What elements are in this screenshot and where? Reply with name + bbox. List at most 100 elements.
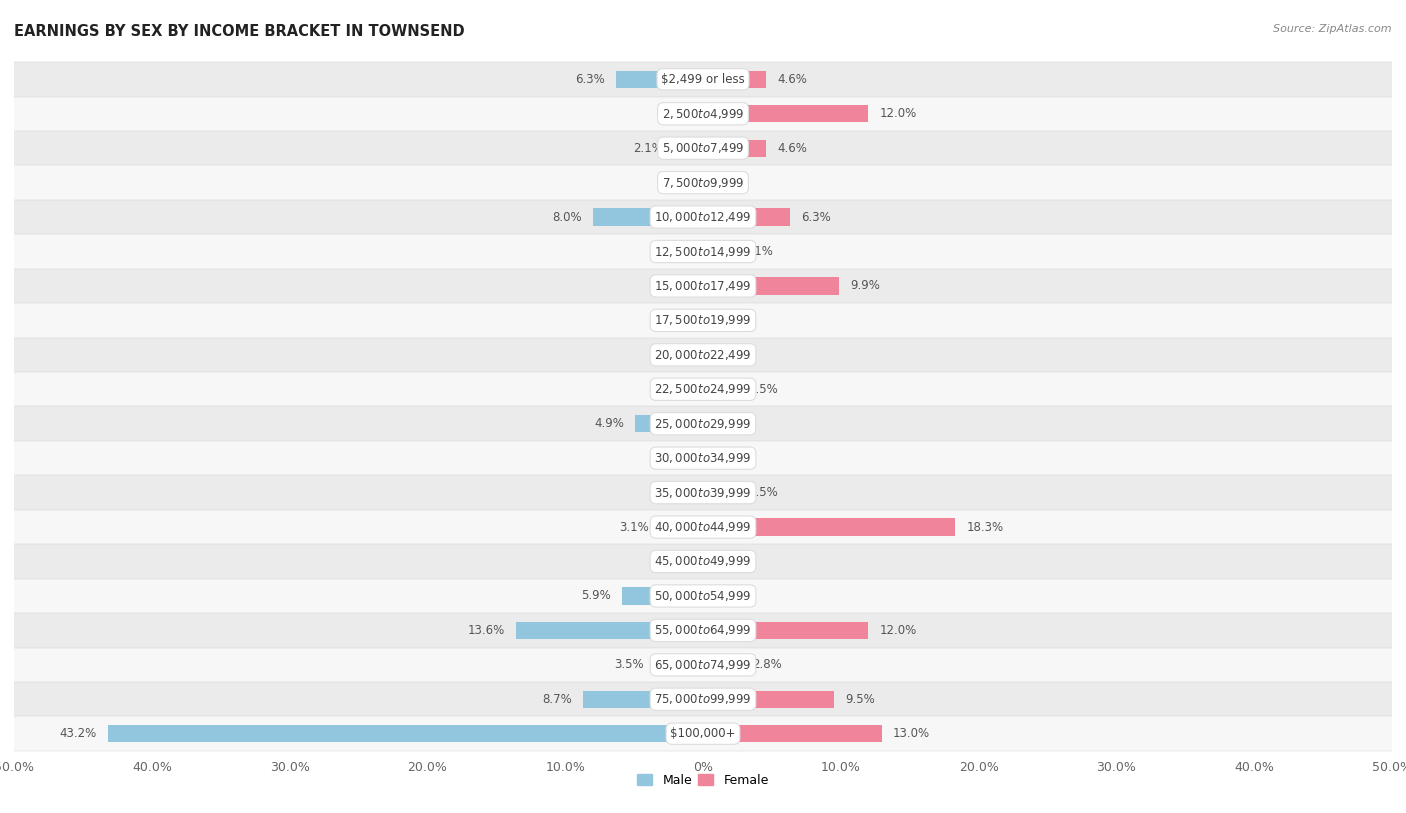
Text: 9.5%: 9.5%: [845, 693, 875, 706]
Text: 0.0%: 0.0%: [662, 245, 692, 258]
Text: 3.1%: 3.1%: [620, 520, 650, 533]
Text: 12.0%: 12.0%: [879, 107, 917, 120]
Text: 18.3%: 18.3%: [966, 520, 1004, 533]
Bar: [14, 62, 1392, 97]
Bar: [703, 243, 733, 260]
Text: $17,500 to $19,999: $17,500 to $19,999: [654, 313, 752, 328]
Bar: [661, 519, 703, 536]
Text: 0.35%: 0.35%: [650, 383, 688, 396]
Bar: [593, 208, 703, 226]
Text: 0.0%: 0.0%: [714, 452, 744, 465]
Bar: [699, 380, 703, 398]
Bar: [703, 656, 741, 673]
Text: $2,499 or less: $2,499 or less: [661, 73, 745, 86]
Bar: [703, 622, 869, 639]
Bar: [516, 622, 703, 639]
Bar: [14, 613, 1392, 648]
Bar: [583, 691, 703, 708]
Text: 0.0%: 0.0%: [714, 348, 744, 361]
Text: 8.0%: 8.0%: [553, 211, 582, 224]
Text: 0.0%: 0.0%: [662, 348, 692, 361]
Bar: [703, 140, 766, 157]
Bar: [14, 716, 1392, 751]
Text: 0.0%: 0.0%: [662, 314, 692, 327]
Bar: [673, 140, 703, 157]
Text: 0.0%: 0.0%: [714, 417, 744, 430]
Bar: [14, 234, 1392, 269]
Text: $5,000 to $7,499: $5,000 to $7,499: [662, 141, 744, 155]
Text: 0.0%: 0.0%: [662, 486, 692, 499]
Text: 0.0%: 0.0%: [662, 555, 692, 568]
Text: $75,000 to $99,999: $75,000 to $99,999: [654, 692, 752, 706]
Text: $20,000 to $22,499: $20,000 to $22,499: [654, 348, 752, 362]
Bar: [14, 441, 1392, 476]
Text: 0.0%: 0.0%: [714, 314, 744, 327]
Text: 2.5%: 2.5%: [748, 383, 778, 396]
Bar: [621, 587, 703, 605]
Text: 2.5%: 2.5%: [748, 486, 778, 499]
Text: $10,000 to $12,499: $10,000 to $12,499: [654, 210, 752, 224]
Bar: [14, 510, 1392, 544]
Bar: [636, 415, 703, 433]
Bar: [703, 71, 766, 88]
Bar: [14, 131, 1392, 165]
Text: $35,000 to $39,999: $35,000 to $39,999: [654, 485, 752, 500]
Text: $12,500 to $14,999: $12,500 to $14,999: [654, 245, 752, 259]
Text: 0.0%: 0.0%: [662, 280, 692, 293]
Bar: [703, 484, 738, 502]
Text: 0.35%: 0.35%: [650, 452, 688, 465]
Bar: [14, 682, 1392, 716]
Text: 13.0%: 13.0%: [893, 727, 931, 740]
Text: 0.0%: 0.0%: [714, 555, 744, 568]
Text: $25,000 to $29,999: $25,000 to $29,999: [654, 417, 752, 431]
Text: $40,000 to $44,999: $40,000 to $44,999: [654, 520, 752, 534]
Bar: [108, 725, 703, 742]
Bar: [14, 648, 1392, 682]
Bar: [703, 725, 882, 742]
Text: 4.9%: 4.9%: [595, 417, 624, 430]
Text: 12.0%: 12.0%: [879, 624, 917, 637]
Text: 0.0%: 0.0%: [714, 176, 744, 189]
Bar: [14, 97, 1392, 131]
Bar: [703, 519, 955, 536]
Bar: [616, 71, 703, 88]
Bar: [14, 406, 1392, 441]
Text: 13.6%: 13.6%: [467, 624, 505, 637]
Bar: [14, 165, 1392, 200]
Text: 0.0%: 0.0%: [662, 176, 692, 189]
Bar: [703, 277, 839, 294]
Text: Source: ZipAtlas.com: Source: ZipAtlas.com: [1274, 24, 1392, 34]
Text: 2.1%: 2.1%: [742, 245, 773, 258]
Text: 43.2%: 43.2%: [59, 727, 97, 740]
Text: $7,500 to $9,999: $7,500 to $9,999: [662, 176, 744, 189]
Text: EARNINGS BY SEX BY INCOME BRACKET IN TOWNSEND: EARNINGS BY SEX BY INCOME BRACKET IN TOW…: [14, 24, 465, 39]
Text: 6.3%: 6.3%: [801, 211, 831, 224]
Bar: [14, 337, 1392, 372]
Text: $55,000 to $64,999: $55,000 to $64,999: [654, 624, 752, 637]
Text: 4.6%: 4.6%: [778, 73, 807, 86]
Text: 4.6%: 4.6%: [778, 141, 807, 154]
Text: $50,000 to $54,999: $50,000 to $54,999: [654, 589, 752, 603]
Text: $22,500 to $24,999: $22,500 to $24,999: [654, 382, 752, 396]
Bar: [14, 544, 1392, 579]
Bar: [14, 476, 1392, 510]
Text: $2,500 to $4,999: $2,500 to $4,999: [662, 107, 744, 121]
Bar: [703, 208, 790, 226]
Text: $65,000 to $74,999: $65,000 to $74,999: [654, 658, 752, 672]
Text: $30,000 to $34,999: $30,000 to $34,999: [654, 451, 752, 465]
Bar: [703, 691, 834, 708]
Text: $45,000 to $49,999: $45,000 to $49,999: [654, 554, 752, 568]
Bar: [699, 450, 703, 467]
Bar: [703, 380, 738, 398]
Text: 0.0%: 0.0%: [662, 107, 692, 120]
Text: $15,000 to $17,499: $15,000 to $17,499: [654, 279, 752, 293]
Text: 5.9%: 5.9%: [581, 589, 610, 602]
Bar: [14, 579, 1392, 613]
Text: 2.8%: 2.8%: [752, 659, 782, 672]
Text: 0.0%: 0.0%: [714, 589, 744, 602]
Text: 8.7%: 8.7%: [543, 693, 572, 706]
Text: 9.9%: 9.9%: [851, 280, 880, 293]
Bar: [14, 269, 1392, 303]
Legend: Male, Female: Male, Female: [633, 769, 773, 792]
Text: $100,000+: $100,000+: [671, 727, 735, 740]
